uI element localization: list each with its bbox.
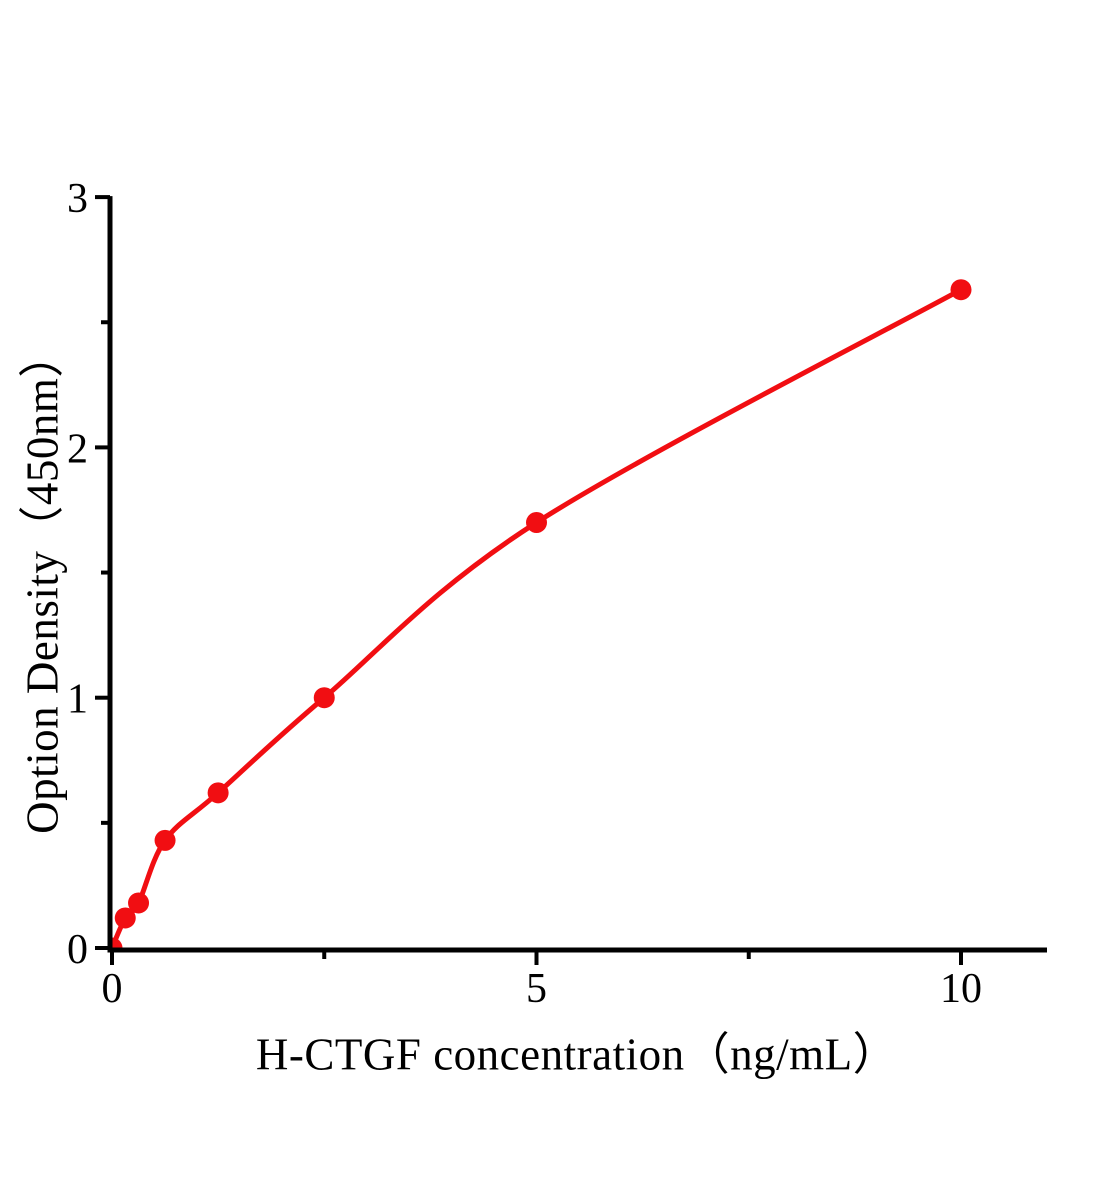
- data-point-marker: [128, 892, 150, 914]
- y-tick-label: 1: [67, 677, 88, 723]
- data-point-marker: [114, 907, 136, 929]
- series-group: [107, 279, 972, 953]
- data-point-marker: [950, 279, 972, 301]
- y-tick-label: 3: [67, 176, 88, 222]
- data-point-marker: [154, 829, 176, 851]
- y-axis-title: Option Density（450nm）: [17, 332, 68, 834]
- x-tick-label: 10: [940, 966, 982, 1012]
- y-tick-label: 2: [67, 426, 88, 472]
- y-tick-label: 0: [67, 927, 88, 973]
- x-axis-title: H-CTGF concentration（ng/mL）: [255, 1029, 899, 1080]
- standard-curve-line: [109, 287, 964, 951]
- x-tick-label: 0: [102, 966, 123, 1012]
- data-point-marker: [313, 687, 335, 709]
- data-point-marker: [526, 511, 547, 533]
- data-point-marker: [207, 782, 229, 804]
- x-tick-label: 5: [526, 966, 547, 1012]
